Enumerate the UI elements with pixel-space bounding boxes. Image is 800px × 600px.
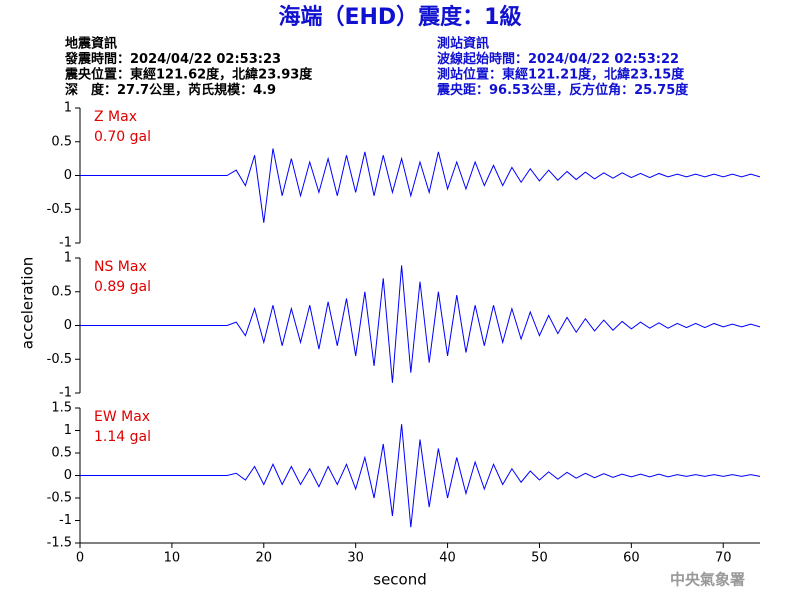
- waveform: [80, 424, 761, 528]
- footer: 中央氣象署: [670, 571, 745, 589]
- x-tick-label: 60: [623, 551, 640, 566]
- y-tick-label: -0.5: [47, 202, 72, 217]
- info-text: 深 度：27.7公里，芮氏規模：4.9: [65, 82, 276, 98]
- info-text: 地震資訊: [65, 36, 117, 52]
- panel-label: EW Max: [94, 409, 150, 425]
- y-tick-label: 0: [64, 168, 72, 183]
- panel-max: 0.70 gal: [94, 129, 151, 145]
- info-text: 波線起始時間：2024/04/22 02:53:22: [437, 51, 679, 67]
- y-tick-label: 0.5: [51, 284, 72, 299]
- y-tick-label: -1: [59, 236, 72, 251]
- chart-title: 海端（EHD）震度：1級: [278, 4, 521, 30]
- info-text: 震央位置：東經121.62度，北緯23.93度: [64, 67, 313, 83]
- panel-max: 0.89 gal: [94, 279, 151, 295]
- x-tick-label: 10: [164, 551, 181, 566]
- y-tick-label: -0.5: [47, 491, 72, 506]
- y-tick-label: -1: [59, 386, 72, 401]
- panel-max: 1.14 gal: [94, 429, 151, 445]
- y-tick-label: 0.5: [51, 134, 72, 149]
- panel-label: Z Max: [94, 109, 137, 125]
- y-tick-label: 0.5: [51, 446, 72, 461]
- x-tick-label: 20: [256, 551, 273, 566]
- x-axis-label: second: [373, 571, 427, 589]
- y-tick-label: 0: [64, 318, 72, 333]
- y-tick-label: 1.5: [51, 401, 72, 416]
- waveform: [80, 148, 761, 223]
- y-axis-label: acceleration: [19, 257, 37, 349]
- info-text: 震央距：96.53公里，反方位角：25.75度: [436, 82, 689, 98]
- waveform: [80, 265, 761, 383]
- y-tick-label: -1.5: [47, 536, 72, 551]
- x-tick-label: 50: [531, 551, 548, 566]
- info-text: 發震時間：2024/04/22 02:53:23: [64, 51, 281, 67]
- x-tick-label: 40: [439, 551, 456, 566]
- y-tick-label: -0.5: [47, 352, 72, 367]
- y-tick-label: 1: [64, 251, 72, 266]
- panel-label: NS Max: [94, 259, 147, 275]
- y-tick-label: 1: [64, 101, 72, 116]
- y-tick-label: 0: [64, 468, 72, 483]
- y-tick-label: -1: [59, 513, 72, 528]
- info-text: 測站位置：東經121.21度，北緯23.15度: [437, 67, 685, 83]
- x-tick-label: 70: [715, 551, 732, 566]
- y-tick-label: 1: [64, 423, 72, 438]
- info-text: 測站資訊: [437, 36, 489, 52]
- x-tick-label: 30: [347, 551, 364, 566]
- x-tick-label: 0: [76, 551, 84, 566]
